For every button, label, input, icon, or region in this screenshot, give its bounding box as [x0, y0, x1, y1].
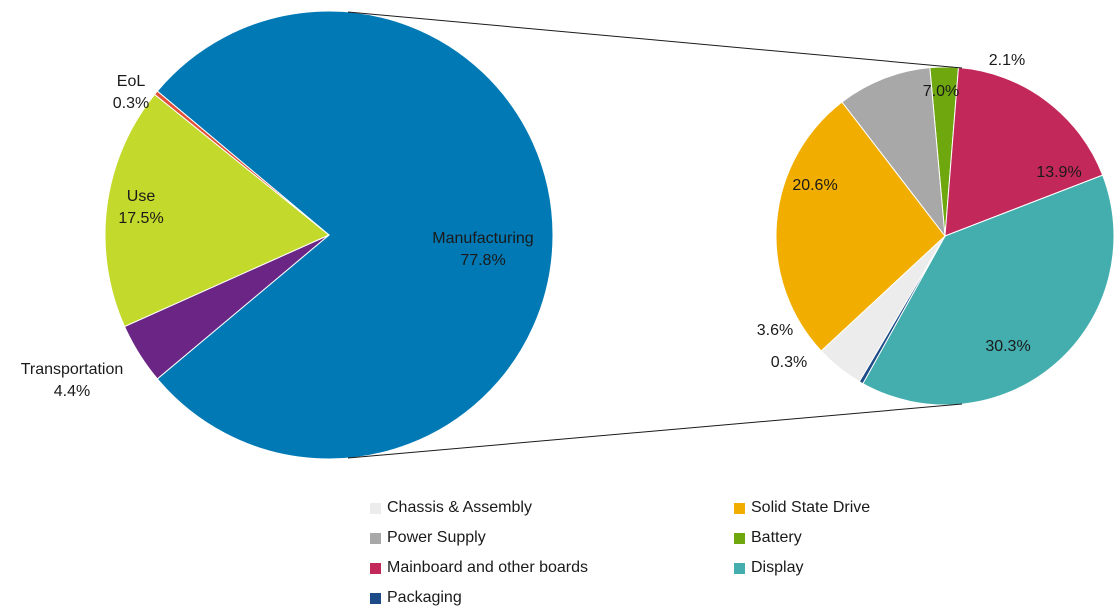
battery-value-label: 2.1% [989, 52, 1025, 69]
manufacturing-slice [156, 10, 554, 460]
power-supply-value-label: 7.0% [923, 83, 959, 100]
legend-item-display: Display [734, 559, 803, 577]
packaging-value-label: 0.3% [771, 354, 807, 371]
legend-label: Battery [751, 529, 802, 546]
eol-label: EoL 0.3% [113, 73, 149, 112]
legend-item-power-supply: Power Supply [370, 529, 486, 547]
connector-line-bottom [347, 403, 963, 459]
transportation-label: Transportation 4.4% [21, 361, 124, 400]
legend-swatch [734, 562, 745, 574]
solid-state-drive-slice [775, 101, 946, 352]
legend-label: Packaging [387, 589, 462, 606]
power-supply-slice [841, 67, 946, 238]
legend-swatch [734, 502, 745, 514]
legend-label: Power Supply [387, 529, 486, 546]
legend-swatch [370, 502, 381, 514]
legend-swatch [370, 592, 381, 604]
use-label: Use 17.5% [118, 188, 163, 227]
legend-swatch [734, 532, 745, 544]
legend-item-mainboard-and-other-boards: Mainboard and other boards [370, 559, 588, 577]
connector-line-top [347, 11, 963, 69]
mainboard-and-other-boards-slice [944, 67, 1104, 237]
legend-item-packaging: Packaging [370, 589, 462, 607]
legend-label: Chassis & Assembly [387, 499, 532, 516]
legend-label: Mainboard and other boards [387, 559, 589, 576]
legend-swatch [370, 562, 381, 574]
legend-item-chassis-and-assembly: Chassis & Assembly [370, 499, 532, 517]
legend-swatch [370, 532, 381, 544]
legend-item-battery: Battery [734, 529, 802, 547]
chassis-and-assembly-value-label: 3.6% [757, 322, 793, 339]
legend-label: Display [751, 559, 804, 576]
legend-item-solid-state-drive: Solid State Drive [734, 499, 870, 517]
mainboard-and-other-boards-value-label: 13.9% [1036, 164, 1081, 181]
solid-state-drive-value-label: 20.6% [792, 177, 837, 194]
display-slice [862, 174, 1115, 406]
display-value-label: 30.3% [985, 338, 1030, 355]
use-slice [104, 93, 330, 328]
eol-slice [153, 90, 330, 236]
manufacturing-label: Manufacturing 77.8% [432, 230, 533, 269]
legend-label: Solid State Drive [751, 499, 871, 516]
